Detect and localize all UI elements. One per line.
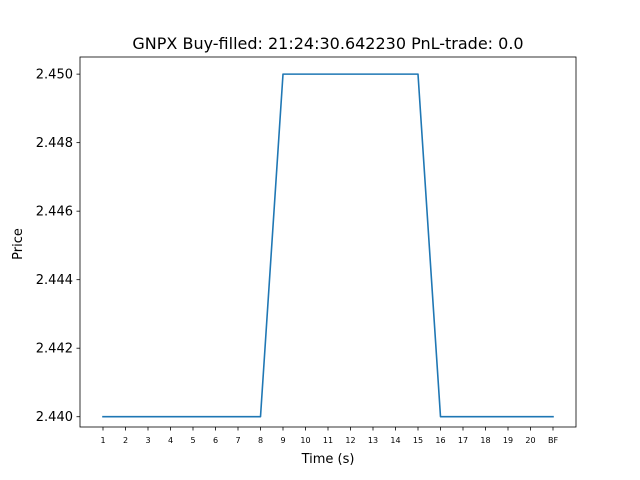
y-tick-label: 2.446 (36, 205, 73, 220)
chart-title: GNPX Buy-filled: 21:24:30.642230 PnL-tra… (132, 34, 523, 53)
x-tick-label: 9 (280, 436, 285, 445)
y-tick-label: 2.448 (36, 136, 73, 151)
x-tick-label: 2 (123, 436, 128, 445)
x-tick-label: 8 (258, 436, 263, 445)
x-tick-label: 18 (480, 436, 490, 445)
x-tick-label: 10 (300, 436, 310, 445)
x-tick-label: 12 (345, 436, 355, 445)
x-tick-label: 13 (368, 436, 378, 445)
x-tick-label: 17 (458, 436, 468, 445)
y-tick-label: 2.440 (36, 410, 73, 425)
y-tick-label: 2.442 (36, 342, 73, 357)
x-axis-label: Time (s) (301, 452, 355, 467)
x-tick-label: 3 (145, 436, 150, 445)
x-tick-label: 6 (213, 436, 218, 445)
x-tick-label: 15 (413, 436, 423, 445)
x-tick-label: 1 (100, 436, 105, 445)
y-axis-label: Price (11, 228, 26, 260)
x-tick-label: 5 (190, 436, 195, 445)
x-tick-label: 11 (323, 436, 333, 445)
x-tick-label: 4 (168, 436, 173, 445)
y-tick-label: 2.450 (36, 68, 73, 83)
x-tick-label: 20 (525, 436, 535, 445)
y-tick-label: 2.444 (36, 273, 73, 288)
x-tick-label: 14 (390, 436, 400, 445)
x-tick-label: 7 (235, 436, 240, 445)
x-tick-label: 16 (435, 436, 445, 445)
x-tick-label: BF (548, 436, 558, 445)
x-tick-label: 19 (503, 436, 513, 445)
price-series-line (102, 73, 554, 418)
